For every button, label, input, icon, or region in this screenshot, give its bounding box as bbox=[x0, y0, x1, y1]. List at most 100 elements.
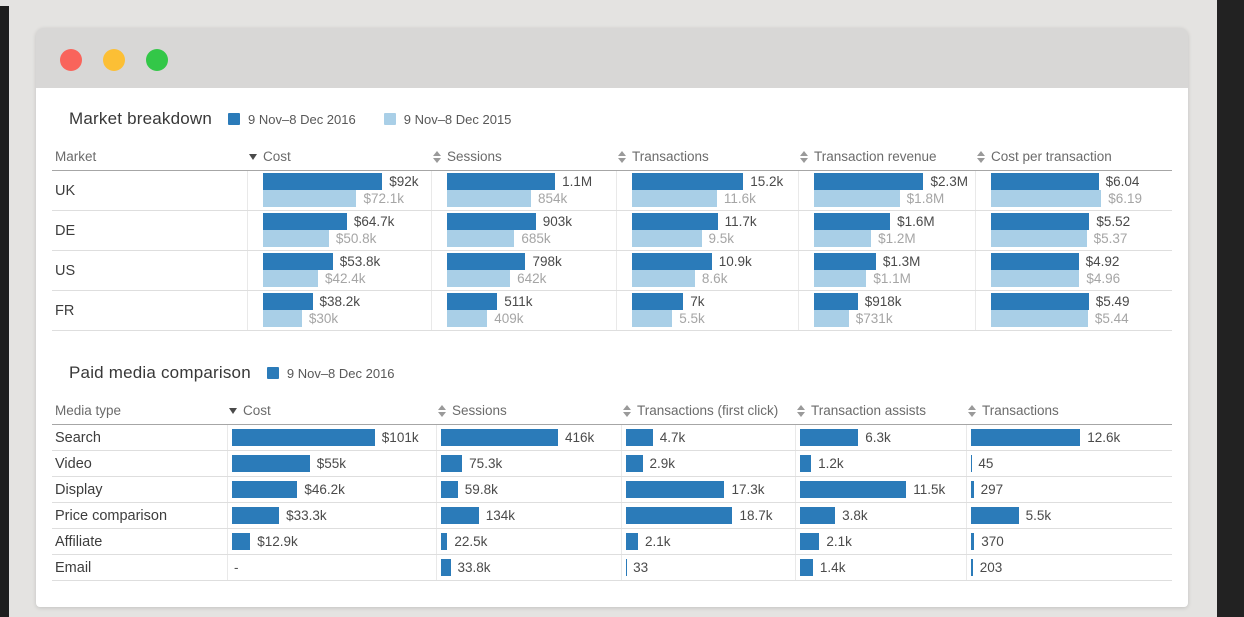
column-header-transactions-first-click[interactable]: Transactions (first click) bbox=[621, 403, 795, 418]
column-header-transaction-assists[interactable]: Transaction assists bbox=[795, 403, 966, 418]
value-label: 45 bbox=[978, 456, 994, 471]
sort-icon bbox=[800, 150, 808, 163]
legend-item[interactable]: 9 Nov–8 Dec 2015 bbox=[383, 112, 511, 127]
bar-line: $4.92 bbox=[991, 253, 1166, 270]
value-label: 203 bbox=[979, 560, 1003, 575]
chart-cell-transaction-assists: 3.8k bbox=[795, 503, 966, 528]
table-header-row: Market Cost Sessions Transactions Transactio… bbox=[52, 143, 1172, 171]
column-header-sessions[interactable]: Sessions bbox=[436, 403, 621, 418]
chart-cell-cost: $55k bbox=[227, 451, 436, 476]
value-bar bbox=[800, 481, 907, 498]
bar-line: 45 bbox=[971, 455, 1166, 472]
value-label: $918k bbox=[864, 294, 902, 309]
zoom-button[interactable] bbox=[146, 49, 168, 71]
value-label: 409k bbox=[494, 311, 524, 326]
bar-line: 5.5k bbox=[632, 310, 798, 327]
value-label: $64.7k bbox=[353, 214, 395, 229]
column-header-cost[interactable]: Cost bbox=[227, 403, 436, 418]
value-label: $5.37 bbox=[1093, 231, 1128, 246]
value-bar bbox=[447, 173, 556, 190]
column-header-transactions[interactable]: Transactions bbox=[616, 149, 798, 164]
value-label: $5.44 bbox=[1094, 311, 1129, 326]
chart-cell-sessions: 416k bbox=[436, 425, 621, 450]
value-bar bbox=[447, 293, 498, 310]
bar-line: 1.4k bbox=[800, 559, 966, 576]
report-card: Market breakdown 9 Nov–8 Dec 2016 9 Nov–8… bbox=[36, 88, 1188, 607]
chart-cell-cost-per-transaction: $5.49 $5.44 bbox=[975, 291, 1166, 330]
sort-descending-icon bbox=[229, 407, 237, 414]
value-bar bbox=[971, 559, 973, 576]
value-bar bbox=[632, 293, 684, 310]
column-header-label: Sessions bbox=[452, 403, 507, 418]
bar-line: $731k bbox=[814, 310, 975, 327]
close-button[interactable] bbox=[60, 49, 82, 71]
bar-line: 11.7k bbox=[632, 213, 798, 230]
bar-line: $1.1M bbox=[814, 270, 975, 287]
row-label: Affiliate bbox=[55, 533, 103, 550]
bar-line: 33 bbox=[626, 559, 795, 576]
chart-cell-cost-per-transaction: $6.04 $6.19 bbox=[975, 171, 1166, 210]
sort-icon bbox=[618, 150, 626, 163]
legend-item[interactable]: 9 Nov–8 Dec 2016 bbox=[266, 366, 395, 381]
minimize-button[interactable] bbox=[103, 49, 125, 71]
chart-cell-sessions: 511k 409k bbox=[431, 291, 616, 330]
bar-line: 854k bbox=[447, 190, 616, 207]
legend-item[interactable]: 9 Nov–8 Dec 2016 bbox=[228, 112, 356, 127]
column-header-transaction-revenue[interactable]: Transaction revenue bbox=[798, 149, 975, 164]
column-header-sessions[interactable]: Sessions bbox=[431, 149, 616, 164]
column-header-label: Cost per transaction bbox=[991, 149, 1112, 164]
value-bar bbox=[263, 190, 357, 207]
value-label: 416k bbox=[565, 430, 595, 445]
chart-cell-transactions-first-click: 17.3k bbox=[621, 477, 795, 502]
table-row-us: US $53.8k $42.4k 798k 642k 10.9k 8.6k $1.3M $1.1… bbox=[52, 251, 1172, 291]
section-title: Market breakdown bbox=[69, 109, 213, 128]
row-label: UK bbox=[55, 182, 76, 199]
value-label: 642k bbox=[517, 271, 547, 286]
bar-line: $50.8k bbox=[263, 230, 431, 247]
legend-label: 9 Nov–8 Dec 2016 bbox=[248, 111, 356, 127]
chart-cell-transactions: 10.9k 8.6k bbox=[616, 251, 798, 290]
column-header-market[interactable]: Market bbox=[52, 149, 247, 164]
value-label: $1.3M bbox=[882, 254, 921, 269]
value-label: $4.92 bbox=[1085, 254, 1120, 269]
value-label: 11.7k bbox=[724, 214, 757, 229]
sort-icon bbox=[968, 404, 976, 417]
value-label: $33.3k bbox=[286, 508, 327, 523]
table-row-video: Video $55k 75.3k 2.9k 1.2k 45 bbox=[52, 451, 1172, 477]
bar-line: 416k bbox=[441, 429, 621, 446]
value-label: $12.9k bbox=[257, 534, 298, 549]
table-row-uk: UK $92k $72.1k 1.1M 854k 15.2k 11.6k $2.3M $1.8M… bbox=[52, 171, 1172, 211]
row-label: Price comparison bbox=[55, 507, 168, 524]
bar-line: $12.9k bbox=[232, 533, 436, 550]
row-label: Search bbox=[55, 429, 101, 446]
column-header-cost[interactable]: Cost bbox=[247, 149, 431, 164]
value-label: $5.49 bbox=[1095, 294, 1130, 309]
value-label: 59.8k bbox=[464, 482, 498, 497]
column-header-transactions[interactable]: Transactions bbox=[966, 403, 1166, 418]
value-label: $1.1M bbox=[873, 271, 911, 286]
column-header-cost-per-transaction[interactable]: Cost per transaction bbox=[975, 149, 1166, 164]
section-header: Paid media comparison 9 Nov–8 Dec 2016 bbox=[52, 360, 1172, 386]
sort-icon bbox=[977, 150, 985, 163]
value-label: 685k bbox=[521, 231, 551, 246]
value-label: 370 bbox=[981, 534, 1004, 549]
value-bar bbox=[232, 455, 310, 472]
bar-line: $92k bbox=[263, 173, 431, 190]
chart-cell-cost: $46.2k bbox=[227, 477, 436, 502]
legend: 9 Nov–8 Dec 2016 9 Nov–8 Dec 2015 bbox=[228, 112, 511, 127]
value-label: 9.5k bbox=[708, 231, 735, 246]
column-header-media-type[interactable]: Media type bbox=[52, 403, 227, 418]
value-bar bbox=[814, 253, 876, 270]
value-label: 1.2k bbox=[818, 456, 844, 471]
bar-line: 297 bbox=[971, 481, 1166, 498]
value-label: $55k bbox=[316, 456, 347, 471]
row-label: FR bbox=[55, 302, 75, 319]
bar-line: $5.44 bbox=[991, 310, 1166, 327]
bar-line: 642k bbox=[447, 270, 616, 287]
value-bar bbox=[971, 533, 975, 550]
sort-descending-icon bbox=[249, 153, 257, 160]
value-label: 12.6k bbox=[1087, 430, 1121, 445]
sort-icon bbox=[623, 404, 631, 417]
value-bar bbox=[814, 293, 858, 310]
value-label: 33 bbox=[633, 560, 649, 575]
